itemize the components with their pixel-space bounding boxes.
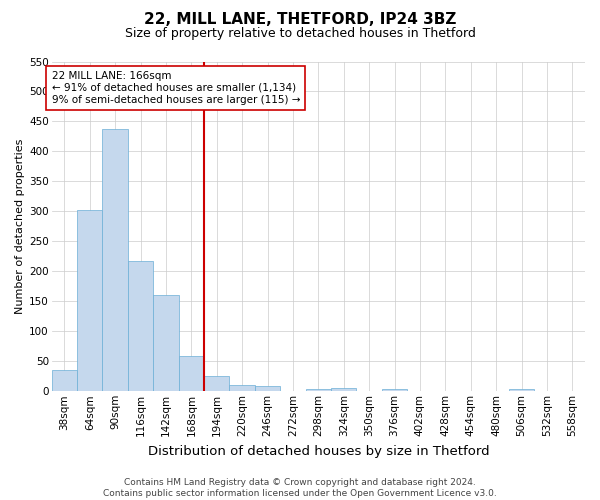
Text: 22 MILL LANE: 166sqm
← 91% of detached houses are smaller (1,134)
9% of semi-det: 22 MILL LANE: 166sqm ← 91% of detached h… [52,72,300,104]
Bar [103,128,128,392]
Text: 22, MILL LANE, THETFORD, IP24 3BZ: 22, MILL LANE, THETFORD, IP24 3BZ [144,12,456,28]
Y-axis label: Number of detached properties: Number of detached properties [15,138,25,314]
Bar [305,389,331,392]
Bar [52,370,77,392]
Bar [128,261,153,392]
Bar [382,390,407,392]
Bar [229,384,255,392]
X-axis label: Distribution of detached houses by size in Thetford: Distribution of detached houses by size … [148,444,489,458]
Bar [153,296,179,392]
Bar [77,210,103,392]
Bar [255,386,280,392]
Text: Contains HM Land Registry data © Crown copyright and database right 2024.
Contai: Contains HM Land Registry data © Crown c… [103,478,497,498]
Bar [179,356,204,392]
Text: Size of property relative to detached houses in Thetford: Size of property relative to detached ho… [125,28,475,40]
Bar [509,389,534,392]
Bar [331,388,356,392]
Bar [204,376,229,392]
